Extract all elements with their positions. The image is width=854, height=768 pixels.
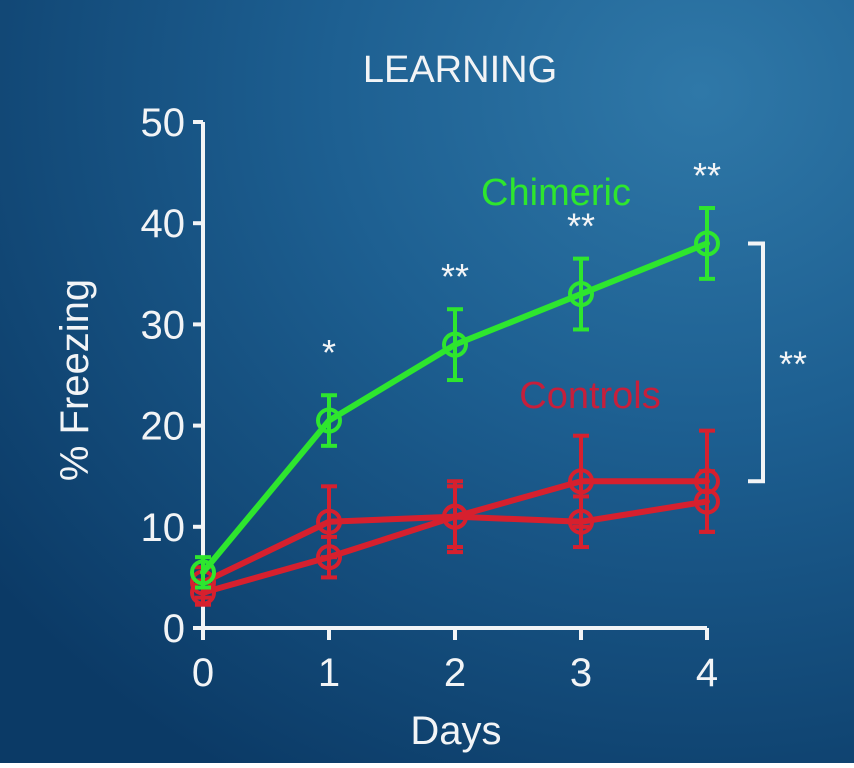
y-tick-label: 20 xyxy=(141,405,186,449)
series-label-controls: Controls xyxy=(519,375,661,417)
x-tick-label: 3 xyxy=(570,651,592,695)
data-point xyxy=(442,503,468,530)
x-ticks: 0 1 2 3 4 xyxy=(192,628,718,695)
y-tick-label: 30 xyxy=(141,303,186,347)
plot-series xyxy=(190,206,720,607)
y-tick-label: 10 xyxy=(141,506,186,550)
data-point xyxy=(190,559,216,586)
significance-star: ** xyxy=(567,205,595,246)
data-point xyxy=(568,468,594,495)
series-label-chimeric: Chimeric xyxy=(481,172,631,214)
data-point xyxy=(568,281,594,308)
data-point xyxy=(694,468,720,495)
data-point xyxy=(316,407,342,434)
significance-star: ** xyxy=(693,155,721,196)
y-axis-label: % Freezing xyxy=(53,279,97,481)
data-point xyxy=(694,230,720,257)
data-point xyxy=(316,508,342,535)
significance-star: * xyxy=(322,332,336,373)
significance-bracket: ** xyxy=(748,241,807,484)
bracket-label: ** xyxy=(779,343,807,384)
x-tick-label: 0 xyxy=(192,651,214,695)
x-tick-label: 2 xyxy=(444,651,466,695)
y-ticks: 0 10 20 30 40 50 xyxy=(141,101,203,651)
chart-title: LEARNING xyxy=(363,49,557,91)
data-point xyxy=(442,331,468,358)
y-tick-label: 40 xyxy=(141,202,186,246)
significance-star: ** xyxy=(441,256,469,297)
x-tick-label: 1 xyxy=(318,651,340,695)
y-tick-label: 0 xyxy=(163,607,185,651)
significance-annotations: ******* xyxy=(322,155,721,373)
series-controls xyxy=(190,428,720,600)
series-chimeric xyxy=(190,206,720,590)
y-tick-label: 50 xyxy=(141,101,186,145)
bracket-line xyxy=(748,241,765,484)
x-axis-label: Days xyxy=(410,709,501,753)
x-tick-label: 4 xyxy=(696,651,718,695)
